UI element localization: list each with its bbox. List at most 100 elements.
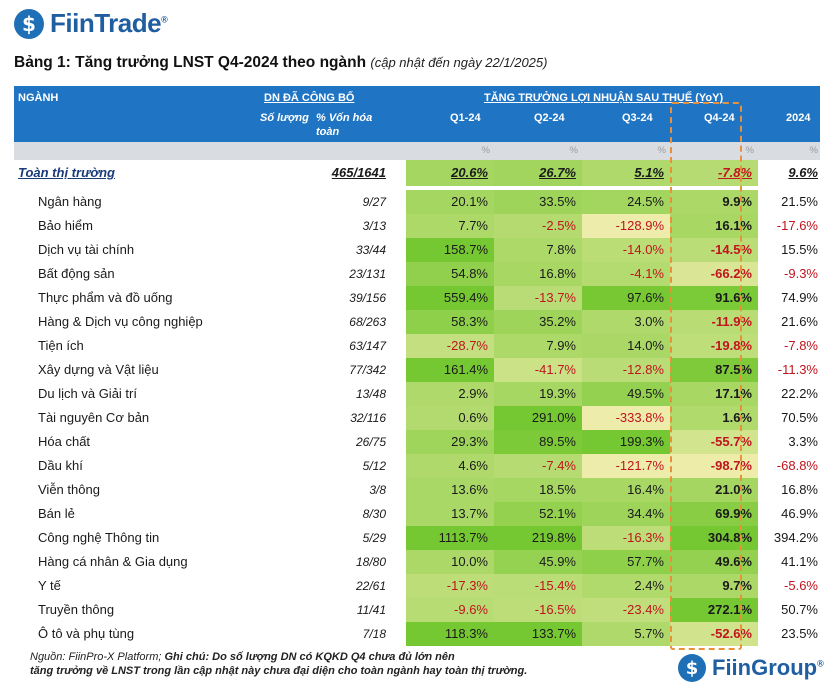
growth-q4: 91.6% — [670, 286, 758, 310]
growth-q4: 17.1% — [670, 382, 758, 406]
growth-q3: -333.8% — [582, 406, 670, 430]
published-count: 22/61 — [355, 579, 386, 593]
sector-name: Bảo hiểm — [38, 218, 93, 233]
growth-q2: 89.5% — [494, 430, 582, 454]
growth-q1: 118.3% — [406, 622, 494, 646]
published-count: 33/44 — [355, 243, 386, 257]
sector-name: Hàng & Dịch vụ công nghiệp — [38, 314, 203, 329]
total-row: Toàn thị trường465/164131.5%20.6%26.7%5.… — [14, 160, 820, 186]
table-row: Viễn thông3/816.4%13.6%18.5%16.4%21.0%16… — [14, 478, 820, 502]
growth-q3: 14.0% — [582, 334, 670, 358]
growth-q4: 9.7% — [670, 574, 758, 598]
unit-q1: % — [481, 145, 490, 156]
table-row: Bán lẻ8/306.7%13.7%52.1%34.4%69.9%46.9% — [14, 502, 820, 526]
footnote: Nguồn: FiinPro-X Platform; Ghi chú: Do s… — [30, 651, 528, 677]
growth-table: NGÀNH DN ĐÃ CÔNG BỐ Số lượng % Vốn hóa t… — [14, 86, 820, 646]
growth-q2: 35.2% — [494, 310, 582, 334]
growth-q3: 2.4% — [582, 574, 670, 598]
growth-q4: -11.9% — [670, 310, 758, 334]
update-note: (cập nhật đến ngày 22/1/2025) — [370, 55, 548, 70]
published-count: 8/30 — [362, 507, 386, 521]
sector-name: Truyền thông — [38, 602, 115, 617]
header-q3: Q3-24 — [622, 112, 653, 124]
published-count: 465/1641 — [331, 165, 386, 180]
growth-2024: -11.3% — [777, 362, 818, 377]
dollar-icon: $ — [678, 654, 706, 682]
published-count: 23/131 — [349, 267, 386, 281]
fiingroup-logo: $ FiinGroup® — [678, 654, 824, 682]
published-count: 32/116 — [350, 411, 386, 425]
growth-q3: 57.7% — [582, 550, 670, 574]
table-row: Tiện ích63/14762.0%-28.7%7.9%14.0%-19.8%… — [14, 334, 820, 358]
table-row: Ngân hàng9/2740.4%20.1%33.5%24.5%9.9%21.… — [14, 190, 820, 214]
sector-name: Viễn thông — [38, 482, 100, 497]
growth-q4: 21.0% — [670, 478, 758, 502]
table-row: Ô tô và phụ tùng7/1828.3%118.3%133.7%5.7… — [14, 622, 820, 646]
table-row: Dầu khí5/1279.7%4.6%-7.4%-121.7%-98.7%-6… — [14, 454, 820, 478]
growth-q3: 34.4% — [582, 502, 670, 526]
header-growth-group: TĂNG TRƯỞNG LỢI NHUẬN SAU THUẾ (YoY) — [484, 92, 724, 104]
table-row: Bảo hiểm3/138.2%7.7%-2.5%-128.9%16.1%-17… — [14, 214, 820, 238]
growth-q2: -2.5% — [494, 214, 582, 238]
growth-2024: 23.5% — [781, 626, 818, 641]
growth-2024: -17.6% — [776, 218, 818, 233]
table-row: Xây dựng và Vật liệu77/34225.6%161.4%-41… — [14, 358, 820, 382]
growth-q1: 4.6% — [406, 454, 494, 478]
growth-q2: -7.4% — [494, 454, 582, 478]
sector-name: Du lịch và Giải trí — [38, 386, 137, 401]
growth-q3: -121.7% — [582, 454, 670, 478]
header-2024: 2024 — [786, 112, 811, 124]
header-q2: Q2-24 — [534, 112, 565, 124]
growth-q4: 1.6% — [670, 406, 758, 430]
published-count: 9/27 — [362, 195, 386, 209]
growth-q4: -66.2% — [670, 262, 758, 286]
growth-q2: 19.3% — [494, 382, 582, 406]
table-row: Hàng & Dịch vụ công nghiệp68/26350.1%58.… — [14, 310, 820, 334]
growth-q4: -19.8% — [670, 334, 758, 358]
fiintrade-logo: $ FiinTrade® — [14, 8, 168, 39]
table-row: Du lịch và Giải trí13/4811.3%2.9%19.3%49… — [14, 382, 820, 406]
growth-q1: 58.3% — [406, 310, 494, 334]
growth-q2: -13.7% — [494, 286, 582, 310]
table-row: Thực phẩm và đồ uống39/1564.8%559.4%-13.… — [14, 286, 820, 310]
growth-q1: -9.6% — [406, 598, 494, 622]
published-count: 18/80 — [355, 555, 386, 569]
growth-q3: -128.9% — [582, 214, 670, 238]
growth-q1: 559.4% — [406, 286, 494, 310]
sector-name: Dầu khí — [38, 458, 83, 473]
growth-2024: 3.3% — [788, 434, 818, 449]
published-count: 3/13 — [362, 219, 386, 233]
growth-q4: 9.9% — [670, 190, 758, 214]
growth-q1: 10.0% — [406, 550, 494, 574]
growth-q2: 133.7% — [494, 622, 582, 646]
growth-2024: 9.6% — [788, 165, 818, 180]
growth-q1: 54.8% — [406, 262, 494, 286]
growth-q1: -28.7% — [406, 334, 494, 358]
table-row: Tài nguyên Cơ bản32/1166.8%0.6%291.0%-33… — [14, 406, 820, 430]
unit-q3: % — [657, 145, 666, 156]
growth-q4: -98.7% — [670, 454, 758, 478]
header-count: Số lượng — [260, 112, 309, 124]
table-header: NGÀNH DN ĐÃ CÔNG BỐ Số lượng % Vốn hóa t… — [14, 86, 820, 142]
table-row: Hàng cá nhân & Gia dụng18/8023.2%10.0%45… — [14, 550, 820, 574]
growth-q3: 24.5% — [582, 190, 670, 214]
growth-2024: 46.9% — [781, 506, 818, 521]
growth-q4: 304.8% — [670, 526, 758, 550]
published-count: 63/147 — [349, 339, 386, 353]
growth-q1: -17.3% — [406, 574, 494, 598]
published-count: 7/18 — [362, 627, 386, 641]
growth-q2: -15.4% — [494, 574, 582, 598]
growth-q2: 7.9% — [494, 334, 582, 358]
growth-2024: 15.5% — [781, 242, 818, 257]
growth-q4: 87.5% — [670, 358, 758, 382]
header-q1: Q1-24 — [450, 112, 481, 124]
sector-name: Công nghệ Thông tin — [38, 530, 160, 545]
growth-q1: 20.6% — [406, 160, 494, 186]
growth-q3: -14.0% — [582, 238, 670, 262]
unit-2024: % — [809, 145, 818, 156]
growth-q1: 13.7% — [406, 502, 494, 526]
growth-q2: 52.1% — [494, 502, 582, 526]
growth-q1: 158.7% — [406, 238, 494, 262]
page-title: Bảng 1: Tăng trưởng LNST Q4-2024 theo ng… — [14, 54, 548, 71]
growth-q4: 16.1% — [670, 214, 758, 238]
